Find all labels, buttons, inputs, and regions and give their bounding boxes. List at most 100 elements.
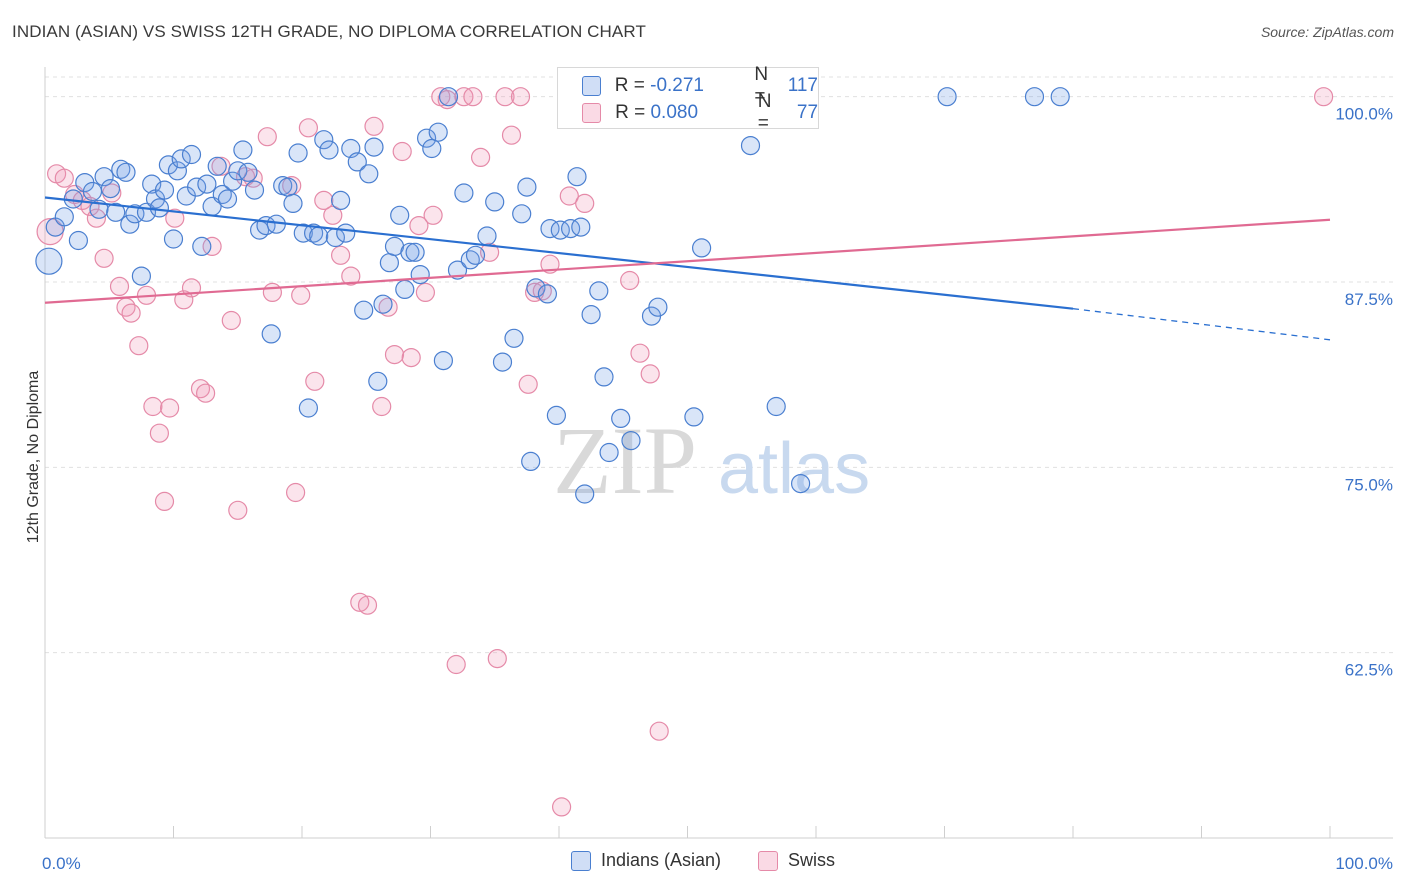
point-indians	[594, 367, 614, 387]
point-indians	[567, 167, 587, 187]
point-swiss	[202, 236, 222, 256]
y-tick-label: 62.5%	[1345, 661, 1393, 680]
legend-item-indians: Indians (Asian)	[570, 850, 721, 871]
point-indians	[454, 183, 474, 203]
series-legend: Indians (Asian) Swiss	[0, 850, 1406, 876]
point-indians	[111, 159, 131, 179]
point-swiss	[286, 482, 306, 503]
x-tick-label: 100.0%	[1335, 854, 1393, 873]
point-indians	[35, 247, 63, 275]
point-indians	[599, 442, 619, 463]
point-swiss	[160, 398, 180, 418]
point-swiss	[446, 654, 466, 675]
point-swiss	[575, 193, 595, 213]
point-indians	[233, 140, 253, 160]
point-swiss	[501, 125, 522, 145]
point-swiss	[94, 248, 114, 268]
point-indians	[68, 230, 89, 251]
n-value: 117	[787, 75, 818, 96]
point-swiss	[409, 216, 429, 236]
point-indians	[517, 177, 537, 197]
point-indians	[217, 189, 238, 209]
point-swiss	[559, 186, 579, 206]
point-indians	[331, 190, 351, 210]
point-indians	[283, 193, 303, 213]
point-swiss	[630, 343, 650, 363]
point-indians	[298, 398, 318, 418]
point-indians	[1050, 87, 1070, 107]
point-swiss	[510, 87, 531, 107]
point-indians	[395, 279, 415, 299]
point-indians	[766, 396, 786, 417]
point-swiss	[196, 383, 216, 403]
point-indians	[512, 204, 532, 224]
point-swiss	[518, 374, 538, 394]
point-indians	[438, 87, 459, 107]
n-label: N =	[757, 91, 772, 134]
y-tick-label: 100.0%	[1335, 105, 1393, 124]
point-swiss	[314, 190, 334, 210]
point-swiss	[401, 348, 421, 368]
legend-swatch-blue	[570, 850, 591, 871]
point-swiss	[487, 648, 507, 669]
point-indians	[422, 138, 442, 159]
n-value: 77	[791, 102, 819, 123]
r-value: 0.080	[650, 102, 699, 123]
point-indians	[347, 152, 367, 172]
point-indians	[154, 180, 175, 200]
trend-line-indians	[44, 196, 1074, 310]
point-indians	[278, 177, 298, 197]
point-swiss	[228, 500, 248, 520]
point-indians	[937, 87, 957, 107]
trend-line-swiss	[44, 218, 1331, 304]
point-swiss	[495, 87, 515, 107]
point-indians	[526, 278, 546, 298]
point-indians	[790, 474, 811, 494]
chart-source: Source: ZipAtlas.com	[1260, 24, 1394, 40]
point-indians	[477, 226, 497, 246]
point-indians	[131, 266, 151, 286]
point-indians	[314, 130, 334, 150]
point-indians	[304, 223, 324, 243]
point-indians	[163, 229, 184, 249]
point-swiss	[165, 208, 185, 228]
point-indians	[550, 220, 570, 240]
point-indians	[364, 137, 384, 157]
point-indians	[621, 431, 641, 451]
point-indians	[571, 217, 591, 237]
point-indians	[390, 205, 410, 225]
point-indians	[546, 405, 567, 425]
point-indians	[560, 219, 581, 239]
point-indians	[116, 162, 136, 182]
legend-label: Swiss	[788, 850, 836, 870]
point-swiss	[257, 127, 277, 147]
point-indians	[540, 219, 560, 239]
point-indians	[1024, 87, 1045, 107]
point-indians	[228, 161, 248, 181]
r-label: R =	[615, 102, 651, 123]
point-swiss	[331, 245, 351, 265]
point-indians	[485, 192, 505, 212]
point-indians	[100, 179, 121, 199]
y-tick-label: 87.5%	[1345, 290, 1393, 309]
point-indians	[106, 202, 126, 222]
point-indians	[149, 198, 169, 218]
watermark-atlas: atlas	[718, 429, 870, 509]
point-indians	[244, 180, 265, 200]
point-swiss	[620, 270, 640, 291]
point-indians	[447, 260, 468, 280]
x-tick-label: 0.0%	[42, 854, 81, 873]
point-indians	[521, 451, 541, 471]
axes	[44, 67, 1393, 839]
point-swiss	[423, 205, 443, 225]
y-axis-label: 12th Grade, No Diploma	[25, 371, 42, 544]
point-swiss	[129, 336, 149, 356]
r-value: -0.271	[650, 75, 704, 96]
tick-labels: 100.0% 87.5% 75.0% 62.5% 0.0% 100.0%	[42, 105, 1393, 873]
point-indians	[120, 214, 140, 234]
point-indians	[410, 265, 430, 285]
trend-line-indians-projection	[1072, 308, 1331, 341]
point-indians	[400, 242, 420, 262]
data-points	[35, 87, 1334, 817]
point-swiss	[305, 371, 325, 391]
